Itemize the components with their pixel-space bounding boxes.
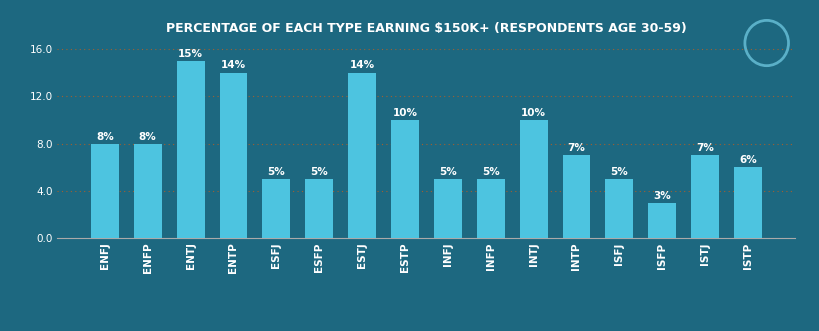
Bar	[348, 72, 376, 238]
Bar	[562, 156, 590, 238]
Text: 8%: 8%	[96, 131, 114, 142]
Bar	[91, 144, 119, 238]
Text: 14%: 14%	[349, 61, 374, 71]
Text: 5%: 5%	[438, 167, 456, 177]
Bar	[133, 144, 161, 238]
Bar	[476, 179, 504, 238]
Title: PERCENTAGE OF EACH TYPE EARNING $150K+ (RESPONDENTS AGE 30-59): PERCENTAGE OF EACH TYPE EARNING $150K+ (…	[165, 22, 686, 35]
Text: 5%: 5%	[267, 167, 285, 177]
Text: 8%: 8%	[138, 131, 156, 142]
Bar	[604, 179, 632, 238]
Text: 7%: 7%	[567, 143, 585, 153]
Text: 3%: 3%	[653, 191, 670, 201]
Text: 5%: 5%	[609, 167, 627, 177]
Bar	[519, 120, 547, 238]
Bar	[733, 167, 761, 238]
Bar	[219, 72, 247, 238]
Text: 7%: 7%	[695, 143, 713, 153]
Text: 15%: 15%	[178, 49, 203, 59]
Text: 14%: 14%	[220, 61, 246, 71]
Text: 6%: 6%	[738, 155, 756, 165]
Bar	[305, 179, 333, 238]
Bar	[262, 179, 290, 238]
Text: 10%: 10%	[520, 108, 545, 118]
Bar	[176, 61, 204, 238]
Text: 10%: 10%	[392, 108, 417, 118]
Text: 5%: 5%	[482, 167, 499, 177]
Bar	[690, 156, 718, 238]
Bar	[648, 203, 676, 238]
Bar	[391, 120, 419, 238]
Text: 5%: 5%	[310, 167, 328, 177]
Bar	[433, 179, 461, 238]
